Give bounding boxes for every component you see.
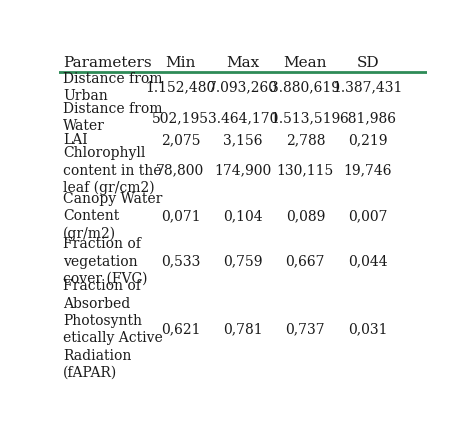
Text: Canopy Water
Content
(gr/m2): Canopy Water Content (gr/m2) — [63, 192, 162, 241]
Text: Chlorophyll
content in the
leaf (gr/cm2): Chlorophyll content in the leaf (gr/cm2) — [63, 146, 162, 196]
Text: 3.464,170: 3.464,170 — [208, 111, 278, 125]
Text: LAI: LAI — [63, 133, 88, 147]
Text: Mean: Mean — [283, 57, 327, 71]
Text: 681,986: 681,986 — [339, 111, 396, 125]
Text: Parameters: Parameters — [63, 57, 152, 71]
Text: Distance from
Water: Distance from Water — [63, 102, 163, 133]
Text: 0,737: 0,737 — [285, 323, 325, 337]
Text: SD: SD — [356, 57, 379, 71]
Text: 130,115: 130,115 — [277, 164, 334, 178]
Text: 0,031: 0,031 — [348, 323, 388, 337]
Text: 0,044: 0,044 — [348, 255, 388, 269]
Text: Min: Min — [165, 57, 196, 71]
Text: Distance from
Urban: Distance from Urban — [63, 72, 163, 103]
Text: 0,071: 0,071 — [161, 209, 201, 223]
Text: 0,219: 0,219 — [348, 133, 388, 147]
Text: 1.387,431: 1.387,431 — [333, 81, 403, 94]
Text: 0,533: 0,533 — [161, 255, 200, 269]
Text: 0,621: 0,621 — [161, 323, 200, 337]
Text: 0,759: 0,759 — [223, 255, 263, 269]
Text: 78,800: 78,800 — [156, 164, 205, 178]
Text: Max: Max — [226, 57, 260, 71]
Text: 2,788: 2,788 — [286, 133, 325, 147]
Text: 0,781: 0,781 — [223, 323, 263, 337]
Text: 3.880,619: 3.880,619 — [270, 81, 340, 94]
Text: 19,746: 19,746 — [344, 164, 392, 178]
Text: 502,195: 502,195 — [152, 111, 209, 125]
Text: 3,156: 3,156 — [223, 133, 263, 147]
Text: 0,667: 0,667 — [286, 255, 325, 269]
Text: 0,089: 0,089 — [286, 209, 325, 223]
Text: Fraction of
Absorbed
Photosynth
etically Active
Radiation
(fAPAR): Fraction of Absorbed Photosynth etically… — [63, 279, 163, 380]
Text: 0,104: 0,104 — [223, 209, 263, 223]
Text: Fraction of
vegetation
cover (FVC): Fraction of vegetation cover (FVC) — [63, 237, 147, 286]
Text: 1.152,480: 1.152,480 — [146, 81, 216, 94]
Text: 174,900: 174,900 — [214, 164, 272, 178]
Text: 2,075: 2,075 — [161, 133, 200, 147]
Text: 1.513,519: 1.513,519 — [270, 111, 340, 125]
Text: 7.093,260: 7.093,260 — [208, 81, 278, 94]
Text: 0,007: 0,007 — [348, 209, 388, 223]
